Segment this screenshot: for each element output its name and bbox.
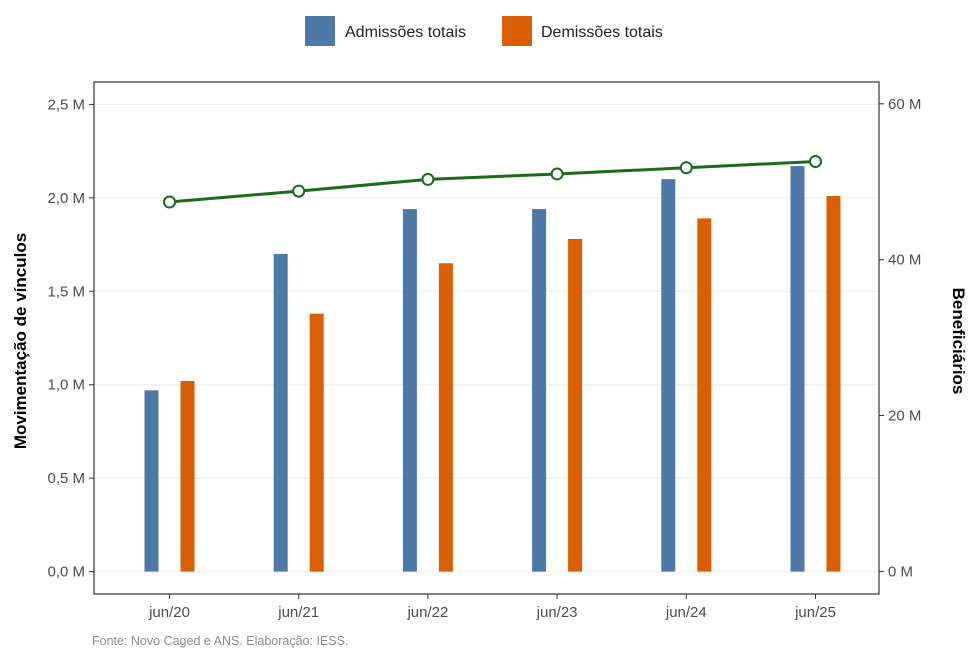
axes: 0,0 M 0,5 M 1,0 M 1,5 M 2,0 M 2,5 M 0 M 20 M 40 … (47, 81, 921, 621)
line-series (163, 154, 822, 209)
legend-label: Admissões totais (345, 24, 466, 41)
bar (273, 253, 288, 572)
line-point (292, 184, 306, 198)
y-right-tick-label: 0 M (888, 563, 913, 580)
x-tick-label: jun/23 (536, 604, 578, 621)
y-right-tick-label: 40 M (888, 252, 921, 269)
legend-label: Demissões totais (541, 24, 663, 41)
line-point (809, 154, 822, 168)
legend-swatch (305, 16, 335, 46)
legend-swatch (502, 16, 532, 46)
line-point (679, 161, 693, 175)
bar (826, 195, 841, 572)
x-tick-label: jun/22 (406, 604, 448, 621)
line-point (421, 172, 435, 186)
line-point (163, 195, 176, 209)
bar (180, 380, 195, 572)
y-tick-label: 0,0 M (47, 564, 85, 581)
bar (568, 238, 583, 572)
y-axis-title-left: Movimentação de vínculos (11, 233, 30, 449)
bar (402, 209, 417, 572)
legend: Admissões totais Demissões totais (305, 16, 663, 46)
y-tick-label: 0,5 M (47, 470, 85, 487)
x-tick-label: jun/25 (794, 604, 836, 621)
y-tick-label: 1,5 M (47, 283, 85, 300)
plot-border (93, 81, 880, 595)
bars (144, 166, 841, 572)
bar (144, 390, 159, 572)
y-right-tick-label: 60 M (888, 96, 921, 113)
y-tick-label: 2,5 M (47, 96, 85, 113)
gridlines (94, 103, 879, 573)
y-right-tick-label: 20 M (888, 408, 921, 425)
x-tick-label: jun/21 (277, 604, 319, 621)
bar (790, 166, 805, 572)
bar (532, 209, 547, 572)
x-tick-label: jun/24 (665, 604, 707, 621)
y-tick-label: 2,0 M (47, 190, 85, 207)
bar (661, 179, 676, 572)
bar (697, 218, 712, 572)
line-point (550, 167, 564, 181)
y-tick-label: 1,0 M (47, 377, 85, 394)
y-axis-title-right: Beneficiários (949, 288, 968, 395)
bar (309, 313, 324, 572)
source-note: Fonte: Novo Caged e ANS. Elaboração: IES… (92, 634, 349, 648)
bar (438, 263, 453, 572)
x-tick-label: jun/20 (148, 604, 190, 621)
line-path (169, 159, 816, 204)
